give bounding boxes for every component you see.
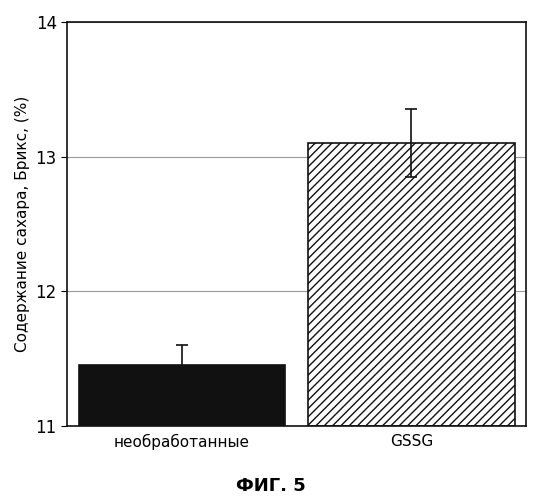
Bar [78,365,285,426]
Text: ФИГ. 5: ФИГ. 5 [236,477,305,495]
Y-axis label: Содержание сахара, Брикс, (%): Содержание сахара, Брикс, (%) [15,96,30,352]
Bar [308,143,514,426]
